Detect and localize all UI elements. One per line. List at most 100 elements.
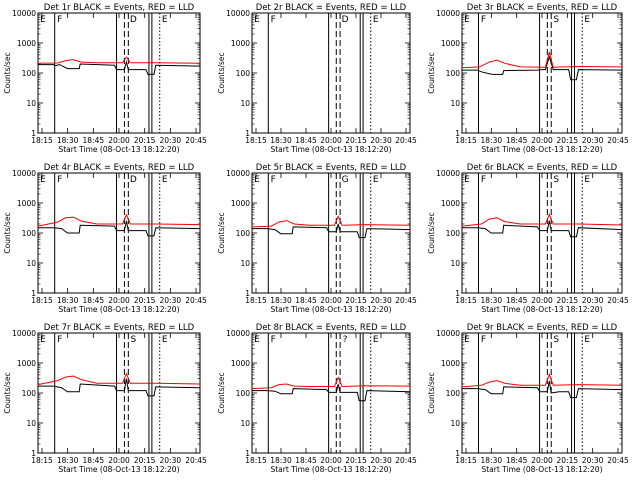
x-axis-label: Start Time (08-Oct-13 18:12:20) <box>481 305 602 314</box>
series-lld-line <box>251 376 411 390</box>
x-tick-label: 20:15 <box>345 136 367 145</box>
x-tick-label: 18:45 <box>295 136 317 145</box>
marker-label: D <box>342 15 349 25</box>
x-tick-label: 20:45 <box>607 136 629 145</box>
y-tick-label: 1000 <box>441 359 460 368</box>
x-axis-label: Start Time (08-Oct-13 18:12:20) <box>481 145 602 154</box>
series-events-line <box>252 383 411 402</box>
y-tick-label: 100 <box>22 389 37 398</box>
y-tick-label: 10000 <box>226 9 250 18</box>
y-tick-label: 1000 <box>441 39 460 48</box>
plot-frame <box>461 332 623 454</box>
x-tick-label: 20:00 <box>531 296 553 305</box>
y-tick-label: 1 <box>455 129 460 138</box>
panel-title: Det 7r BLACK = Events, RED = LLD <box>44 323 195 333</box>
x-tick-label: 18:45 <box>506 136 528 145</box>
x-tick-label: 18:45 <box>83 136 105 145</box>
y-tick-label: 1 <box>31 129 36 138</box>
x-tick-label: 20:00 <box>531 456 553 465</box>
y-tick-label: 100 <box>236 229 251 238</box>
y-tick-label: 1000 <box>231 199 250 208</box>
panel-title: Det 9r BLACK = Events, RED = LLD <box>467 323 618 333</box>
x-tick-label: 18:45 <box>506 456 528 465</box>
marker-label: E <box>373 335 379 345</box>
x-axis-label: Start Time (08-Oct-13 18:12:20) <box>58 145 179 154</box>
y-tick-label: 1000 <box>231 359 250 368</box>
x-tick-label: 18:30 <box>270 136 292 145</box>
y-axis-label: Counts/sec <box>427 372 436 413</box>
x-tick-label: 18:30 <box>57 136 79 145</box>
y-tick-label: 10 <box>450 419 460 428</box>
y-axis-label: Counts/sec <box>217 372 226 413</box>
y-axis-label: Counts/sec <box>3 372 12 413</box>
y-tick-label: 1 <box>245 289 250 298</box>
x-tick-label: 20:30 <box>370 296 392 305</box>
panel-title: Det 2r BLACK = Events, RED = LLD <box>256 3 407 13</box>
panel-title: Det 1r BLACK = Events, RED = LLD <box>44 3 195 13</box>
y-tick-label: 10000 <box>436 169 460 178</box>
y-tick-label: 100 <box>22 229 37 238</box>
y-tick-label: 1 <box>455 449 460 458</box>
panel-det-3: Det 3r BLACK = Events, RED = LLD 1 10 100 10… <box>427 3 629 154</box>
x-tick-label: 20:30 <box>582 296 604 305</box>
series-lld-line <box>37 372 201 386</box>
x-tick-label: 20:30 <box>582 136 604 145</box>
panel-det-5: Det 5r BLACK = Events, RED = LLD 1 10 100 10… <box>217 163 417 314</box>
x-tick-label: 18:45 <box>83 296 105 305</box>
marker-label: F <box>57 175 62 185</box>
y-tick-label: 10000 <box>226 169 250 178</box>
series-events-line <box>252 223 411 239</box>
x-tick-label: 20:15 <box>345 296 367 305</box>
x-tick-label: 18:15 <box>31 296 53 305</box>
y-tick-label: 1 <box>455 289 460 298</box>
x-tick-label: 20:00 <box>108 456 130 465</box>
plot-frame <box>251 172 411 294</box>
marker-label: E <box>584 15 590 25</box>
y-tick-label: 10 <box>240 99 250 108</box>
panel-det-1: Det 1r BLACK = Events, RED = LLD 1 10 100 10… <box>3 3 207 154</box>
marker-label: F <box>271 175 276 185</box>
y-tick-label: 10 <box>450 259 460 268</box>
x-tick-label: 20:30 <box>370 456 392 465</box>
y-axis-label: Counts/sec <box>3 212 12 253</box>
marker-label: E <box>464 335 470 345</box>
x-tick-label: 20:45 <box>395 456 417 465</box>
x-tick-label: 18:30 <box>270 456 292 465</box>
y-tick-label: 10 <box>26 259 36 268</box>
x-tick-label: 20:15 <box>557 136 579 145</box>
x-tick-label: 20:00 <box>531 136 553 145</box>
x-tick-label: 18:15 <box>245 296 267 305</box>
series-lld-line <box>461 212 623 227</box>
panel-title: Det 5r BLACK = Events, RED = LLD <box>256 163 407 173</box>
y-tick-label: 10 <box>450 99 460 108</box>
marker-label: D <box>130 15 137 25</box>
y-tick-label: 100 <box>446 229 461 238</box>
x-tick-label: 20:45 <box>607 296 629 305</box>
x-tick-label: 18:30 <box>270 296 292 305</box>
x-tick-label: 20:30 <box>160 456 182 465</box>
x-tick-label: 20:15 <box>557 296 579 305</box>
x-tick-label: 20:30 <box>370 136 392 145</box>
x-tick-label: 20:15 <box>134 136 156 145</box>
x-tick-label: 20:30 <box>582 456 604 465</box>
y-tick-label: 100 <box>236 69 251 78</box>
y-tick-label: 100 <box>446 389 461 398</box>
marker-label: F <box>481 335 486 345</box>
panel-title: Det 4r BLACK = Events, RED = LLD <box>44 163 195 173</box>
marker-label: E <box>464 15 470 25</box>
marker-label: E <box>162 175 168 185</box>
series-lld-line <box>37 213 201 227</box>
marker-label: D <box>130 175 137 185</box>
y-tick-label: 1 <box>31 289 36 298</box>
marker-label: E <box>162 335 168 345</box>
plot-frame <box>251 12 411 134</box>
marker-label: S <box>553 335 559 345</box>
x-tick-label: 20:00 <box>320 136 342 145</box>
marker-label: E <box>162 15 168 25</box>
x-axis-label: Start Time (08-Oct-13 18:12:20) <box>58 305 179 314</box>
marker-label: E <box>373 15 379 25</box>
x-tick-label: 18:15 <box>31 456 53 465</box>
marker-label: S <box>553 175 559 185</box>
x-tick-label: 18:15 <box>31 136 53 145</box>
